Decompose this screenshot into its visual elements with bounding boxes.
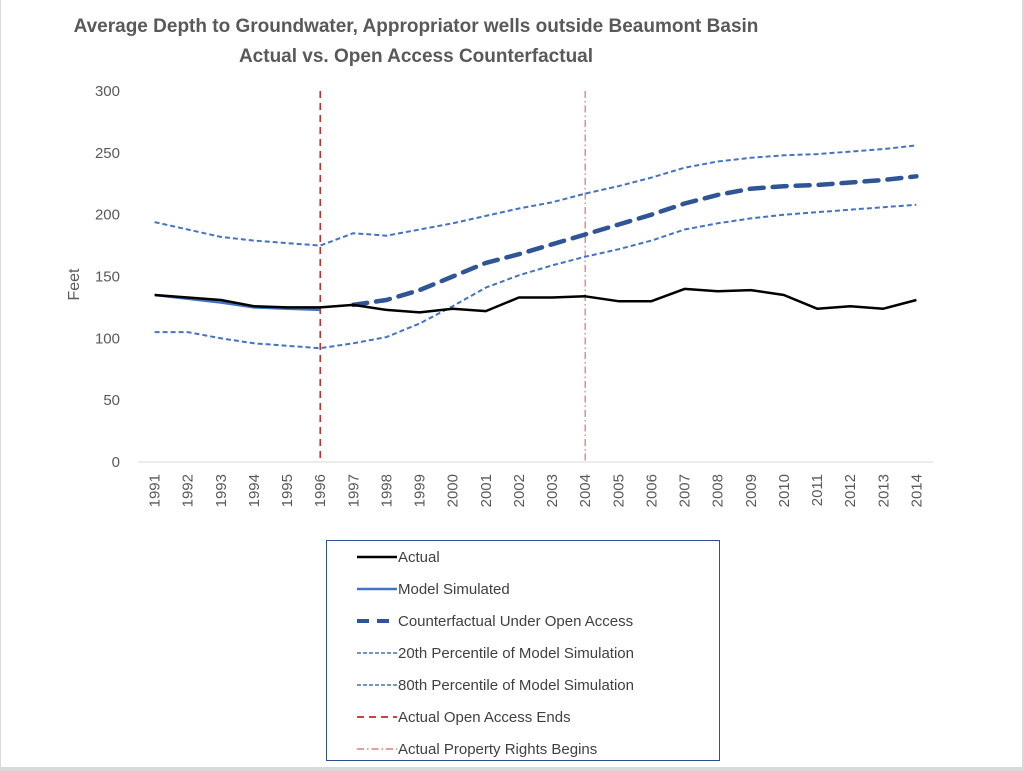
- legend-label: Actual Property Rights Begins: [398, 740, 598, 758]
- x-tick-label: 2006: [643, 474, 660, 507]
- x-tick-label: 1992: [180, 474, 197, 507]
- legend-item: 80th Percentile of Model Simulation: [357, 673, 634, 697]
- legend-item: 20th Percentile of Model Simulation: [357, 641, 634, 665]
- legend: Actual Model Simulated Counterfactual Unde…: [326, 540, 720, 761]
- legend-label: 80th Percentile of Model Simulation: [398, 676, 634, 694]
- y-axis-title: Feet: [66, 268, 83, 301]
- chart-subtitle: Actual vs. Open Access Counterfactual: [238, 46, 594, 67]
- legend-swatch: [357, 555, 397, 559]
- legend-label: Counterfactual Under Open Access: [398, 612, 634, 630]
- series-actual: [154, 287, 917, 314]
- y-tick-label: 150: [95, 269, 120, 286]
- legend-swatch: [357, 716, 397, 718]
- x-tick-label: 2002: [511, 474, 528, 507]
- series-80th-percentile-of-model-simulation: [154, 144, 917, 247]
- legend-item: Actual Open Access Ends: [357, 705, 571, 729]
- y-tick-label: 300: [95, 83, 120, 100]
- x-tick-label: 2009: [743, 474, 760, 507]
- chart-title: Average Depth to Groundwater, Appropriat…: [1, 12, 831, 72]
- x-tick-label: 2003: [544, 474, 561, 507]
- legend-swatch: [357, 587, 397, 591]
- y-tick-label: 50: [103, 392, 120, 409]
- legend-label: Model Simulated: [398, 580, 510, 598]
- x-tick-label: 2000: [445, 474, 462, 507]
- legend-label: 20th Percentile of Model Simulation: [398, 644, 634, 662]
- legend-swatch: [357, 748, 397, 750]
- legend-swatch: [357, 684, 397, 686]
- chart-title-line1: Average Depth to Groundwater, Appropriat…: [73, 16, 759, 37]
- x-tick-label: 2001: [478, 474, 495, 507]
- y-tick-label: 250: [95, 145, 120, 162]
- x-tick-label: 2004: [577, 474, 594, 507]
- x-tick-label: 2014: [908, 474, 925, 507]
- legend-item: Counterfactual Under Open Access: [357, 609, 633, 633]
- x-axis-ticks: 1991 1992 1993 1994 1995 1996 1997 1998 1999 2000…: [147, 474, 926, 507]
- legend-swatch: [357, 652, 397, 654]
- x-tick-label: 2005: [610, 474, 627, 507]
- series-line: [351, 174, 919, 308]
- vertical-markers: [319, 91, 586, 462]
- x-tick-label: 1996: [312, 474, 329, 507]
- x-tick-label: 1998: [378, 474, 395, 507]
- x-tick-label: 2010: [776, 474, 793, 507]
- x-tick-label: 1995: [279, 474, 296, 507]
- x-tick-label: 1993: [213, 474, 230, 507]
- y-axis-ticks: 0 50 100 150 200 250 300: [95, 83, 120, 471]
- series-counterfactual-under-open-access: [351, 174, 919, 308]
- y-tick-label: 0: [112, 454, 120, 471]
- x-tick-label: 2011: [809, 474, 826, 506]
- y-tick-label: 100: [95, 330, 120, 347]
- x-tick-label: 2008: [710, 474, 727, 507]
- x-tick-label: 2012: [842, 474, 859, 507]
- y-tick-label: 200: [95, 207, 120, 224]
- x-tick-label: 1999: [412, 474, 429, 507]
- legend-label: Actual: [398, 548, 440, 566]
- x-tick-label: 2007: [677, 474, 694, 507]
- x-tick-label: 1991: [147, 474, 164, 507]
- series-lines: [154, 144, 919, 350]
- series-line: [154, 203, 917, 350]
- legend-label: Actual Open Access Ends: [398, 708, 571, 726]
- x-tick-label: 1994: [246, 474, 263, 507]
- series-line: [154, 144, 917, 247]
- x-tick-label: 2013: [875, 474, 892, 507]
- series-20th-percentile-of-model-simulation: [154, 203, 917, 350]
- legend-item: Model Simulated: [357, 577, 510, 601]
- series-line: [154, 287, 917, 314]
- legend-item: Actual Property Rights Begins: [357, 737, 597, 761]
- x-tick-label: 1997: [345, 474, 362, 507]
- legend-item: Actual: [357, 545, 440, 569]
- legend-swatch: [357, 619, 397, 623]
